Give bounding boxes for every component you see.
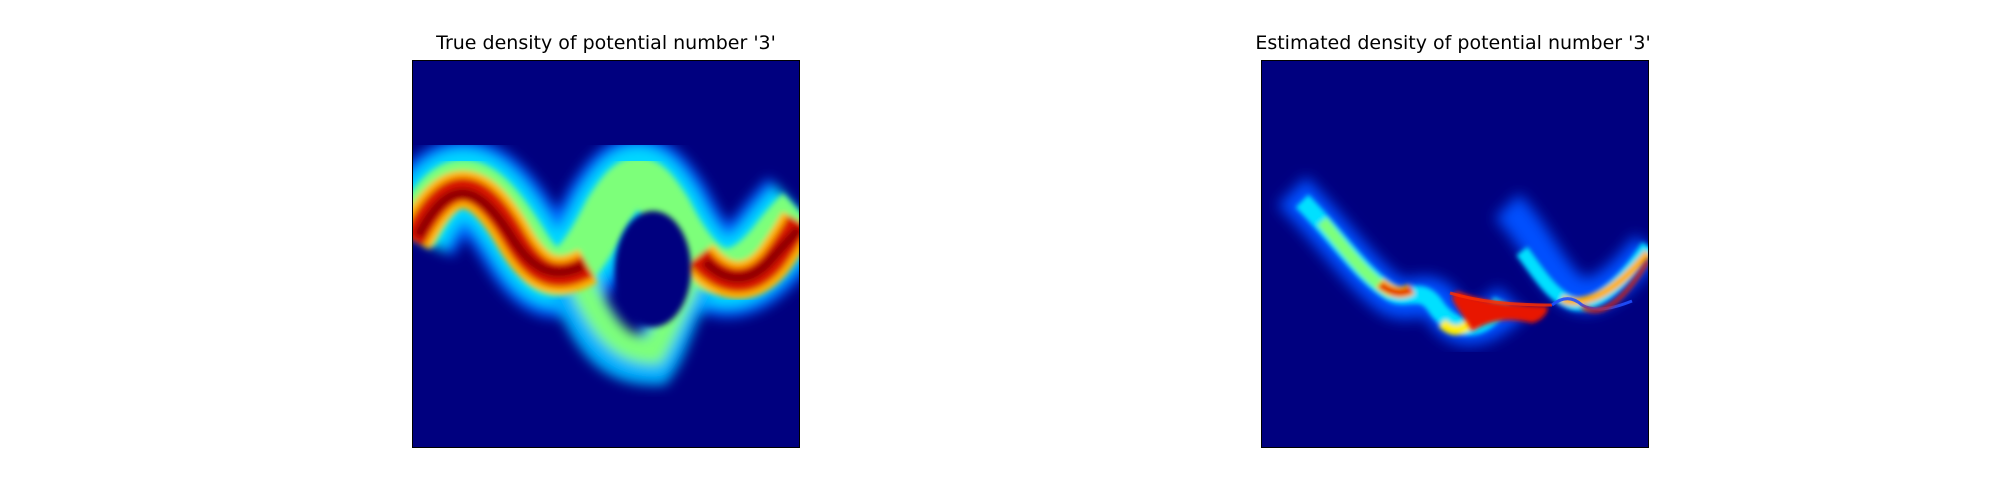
left-panel: True density of potential number '3' (412, 32, 800, 448)
left-heatmap (413, 61, 799, 447)
right-heatmap-frame (1261, 60, 1649, 448)
left-chart-title: True density of potential number '3' (436, 32, 776, 54)
right-chart-title: Estimated density of potential number '3… (1255, 32, 1651, 54)
right-red-sheet (1452, 291, 1548, 331)
right-panel: Estimated density of potential number '3… (1000, 0, 2000, 500)
left-heatmap-frame (412, 60, 800, 448)
right-heatmap (1262, 61, 1648, 447)
